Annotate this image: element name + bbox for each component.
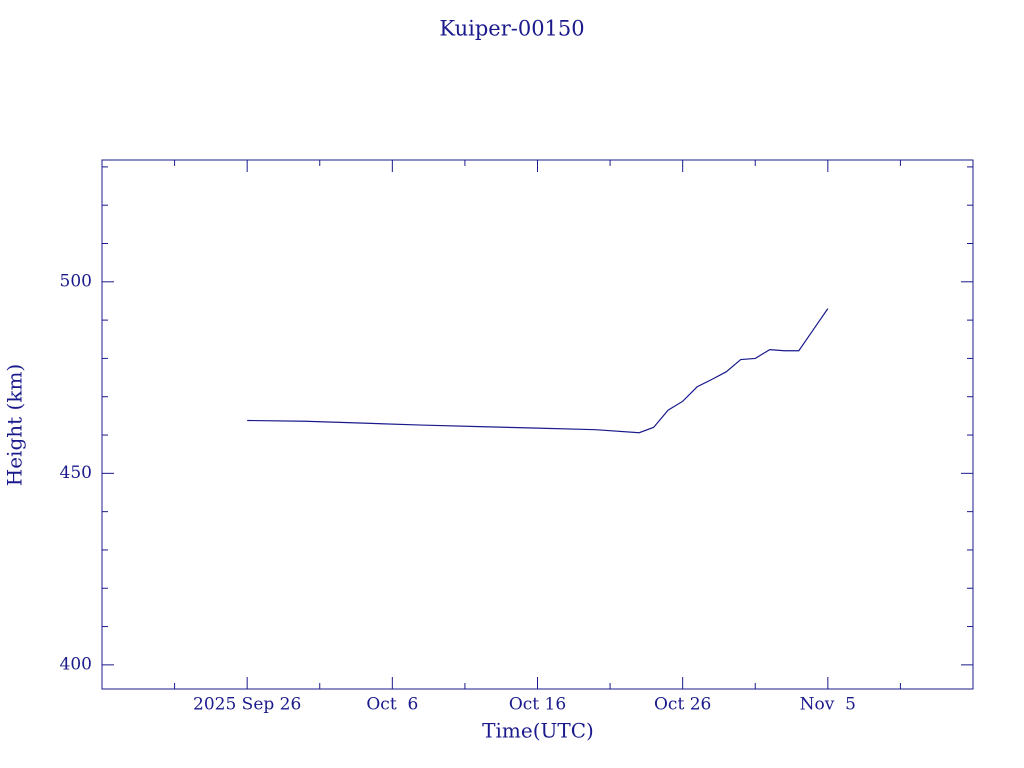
y-axis-label: Height (km)	[3, 364, 27, 486]
data-line	[247, 308, 829, 434]
y-tick-label: 500	[60, 271, 92, 291]
x-tick-label: Oct 26	[654, 695, 711, 715]
x-tick-label: 2025 Sep 26	[193, 695, 301, 715]
plot-frame	[101, 159, 974, 690]
x-tick-label: Nov 5	[800, 695, 856, 715]
x-tick-label: Oct 6	[366, 695, 418, 715]
x-tick-label: Oct 16	[509, 695, 566, 715]
y-tick-label: 400	[60, 654, 92, 674]
chart-title: Kuiper-00150	[439, 17, 584, 41]
x-axis-label: Time(UTC)	[482, 719, 594, 743]
y-tick-label: 450	[60, 463, 92, 483]
